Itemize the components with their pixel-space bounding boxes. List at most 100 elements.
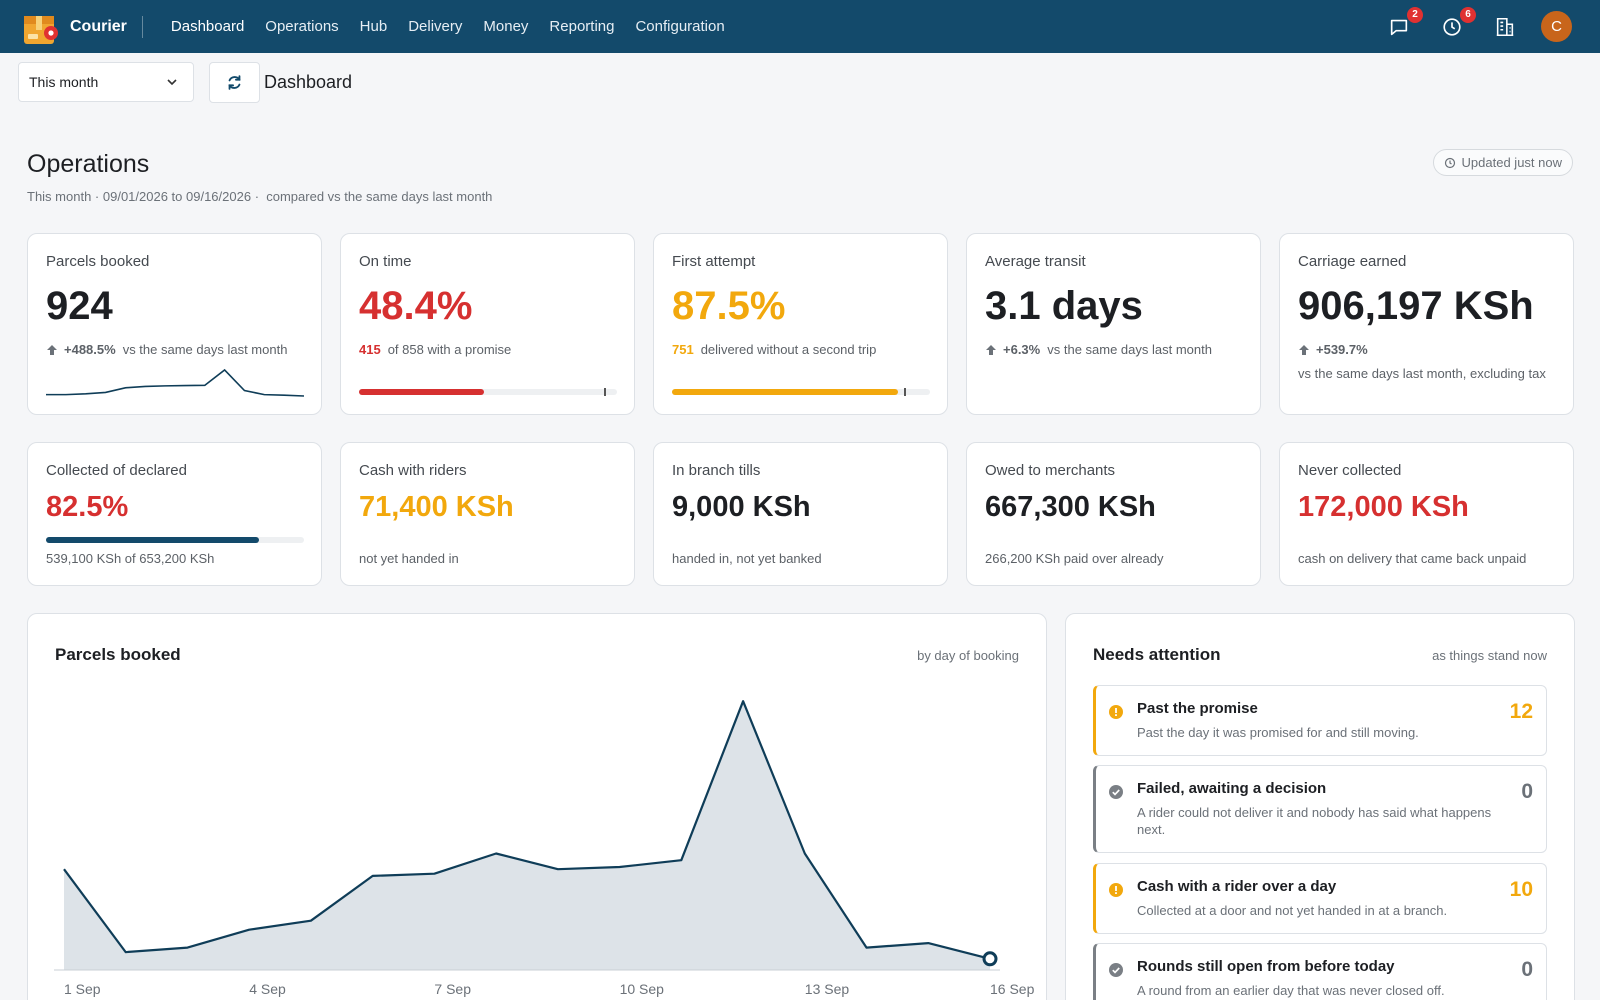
money-collected-of-declared[interactable]: Collected of declared 82.5% 539,100 KSh … [27, 442, 322, 586]
money-label: Owed to merchants [985, 462, 1116, 479]
money-note: handed in, not yet banked [672, 551, 822, 566]
kpi-delta: +539.7% [1316, 342, 1368, 357]
attention-item-title: Cash with a rider over a day [1137, 878, 1337, 895]
kpi-note: delivered without a second trip [700, 342, 877, 357]
kpi-first-attempt[interactable]: First attempt 87.5% 751 delivered withou… [653, 233, 948, 415]
updated-text: Updated just now [1461, 155, 1562, 170]
parcels-chart: 1 Sep 4 Sep 7 Sep 10 Sep 13 Sep 16 Sep [54, 700, 1035, 997]
warning-icon [1109, 883, 1123, 897]
x-tick-label: 7 Sep [434, 981, 471, 997]
kpi-label: First attempt [672, 253, 756, 270]
x-tick-label: 13 Sep [805, 981, 850, 997]
progress-fill [359, 389, 484, 395]
toolbar-title: Dashboard [264, 72, 353, 92]
check-circle-icon [1109, 963, 1123, 977]
arrow-up-icon [47, 344, 57, 355]
check-circle-icon [1109, 785, 1123, 799]
kpi-note: vs the same days last month, excluding t… [1298, 366, 1546, 381]
chat-icon [1390, 19, 1408, 35]
warning-icon [1109, 705, 1123, 719]
attention-item-count: 0 [1521, 780, 1533, 803]
nav-configuration[interactable]: Configuration [635, 18, 725, 35]
parcels-chart-panel: Parcels booked by day of booking 1 Sep 4 … [27, 613, 1047, 1000]
money-note: not yet handed in [359, 551, 459, 566]
messages-button[interactable]: 2 [1387, 6, 1423, 39]
main-nav: Dashboard Operations Hub Delivery Money … [171, 18, 746, 35]
kpi-progress [672, 388, 930, 396]
attention-item-count: 10 [1509, 878, 1533, 901]
kpi-value: 87.5% [672, 284, 786, 328]
progress-target [904, 388, 907, 396]
money-cash-with-riders[interactable]: Cash with riders 71,400 KSh not yet hand… [340, 442, 635, 586]
nav-delivery[interactable]: Delivery [408, 18, 463, 35]
attention-item-cash-with-rider[interactable]: Cash with a rider over a day Collected a… [1093, 863, 1547, 934]
money-note: 266,200 KSh paid over already [985, 551, 1164, 566]
attention-note: as things stand now [1432, 648, 1547, 663]
money-note: cash on delivery that came back unpaid [1298, 551, 1527, 566]
clock-icon [1444, 157, 1455, 168]
nav-dashboard[interactable]: Dashboard [170, 18, 245, 35]
attention-item-failed-awaiting[interactable]: Failed, awaiting a decision A rider coul… [1093, 765, 1547, 853]
money-label: Collected of declared [46, 462, 187, 479]
page-title: Operations [27, 150, 150, 178]
period-select[interactable]: This month [18, 62, 194, 102]
kpi-note: of 858 with a promise [387, 342, 512, 357]
branches-button[interactable] [1493, 15, 1517, 39]
x-tick-label: 16 Sep [990, 981, 1035, 997]
refresh-button[interactable] [209, 62, 260, 103]
history-badge: 6 [1460, 6, 1476, 23]
money-owed-to-merchants[interactable]: Owed to merchants 667,300 KSh 266,200 KS… [966, 442, 1261, 586]
top-bar: Courier Dashboard Operations Hub Deliver… [0, 0, 1600, 53]
attention-item-desc: Collected at a door and not yet handed i… [1137, 903, 1448, 918]
x-tick-label: 1 Sep [64, 981, 101, 997]
money-value: 667,300 KSh [985, 491, 1156, 523]
kpi-value: 48.4% [359, 284, 473, 328]
kpi-value: 924 [46, 284, 113, 328]
user-avatar[interactable]: C [1541, 11, 1572, 42]
period-label: This month [27, 189, 92, 204]
comparison-note: compared vs the same days last month [266, 189, 493, 204]
money-label: Never collected [1298, 462, 1402, 479]
attention-item-open-rounds[interactable]: Rounds still open from before today A ro… [1093, 943, 1547, 1000]
kpi-parcels-booked[interactable]: Parcels booked 924 +488.5% vs the same d… [27, 233, 322, 415]
attention-item-desc: A round from an earlier day that was nev… [1137, 983, 1445, 998]
kpi-average-transit[interactable]: Average transit 3.1 days +6.3% vs the sa… [966, 233, 1261, 415]
building-icon [1496, 17, 1514, 36]
arrow-up-icon [1299, 344, 1309, 355]
history-button[interactable]: 6 [1440, 6, 1476, 39]
money-note: 539,100 KSh of 653,200 KSh [46, 551, 215, 566]
money-in-branch-tills[interactable]: In branch tills 9,000 KSh handed in, not… [653, 442, 948, 586]
page-subtitle: This month · 09/01/2026 to 09/16/2026 · … [27, 189, 493, 204]
money-never-collected[interactable]: Never collected 172,000 KSh cash on deli… [1279, 442, 1574, 586]
refresh-icon [228, 75, 241, 90]
nav-reporting[interactable]: Reporting [549, 18, 615, 35]
x-tick-label: 4 Sep [249, 981, 286, 997]
kpi-value: 906,197 KSh [1298, 284, 1534, 328]
kpi-on-time[interactable]: On time 48.4% 415 of 858 with a promise [340, 233, 635, 415]
sparkline-line [46, 368, 304, 397]
kpi-carriage-earned[interactable]: Carriage earned 906,197 KSh +539.7% vs t… [1279, 233, 1574, 415]
nav-operations[interactable]: Operations [265, 18, 339, 35]
attention-item-desc: A rider could not deliver it and nobody … [1137, 805, 1492, 837]
attention-title: Needs attention [1093, 645, 1221, 664]
kpi-count: 751 [672, 342, 694, 357]
progress-fill [672, 389, 898, 395]
chart-last-point[interactable] [982, 951, 998, 967]
chart-title: Parcels booked [55, 645, 181, 664]
money-value: 82.5% [46, 491, 129, 523]
attention-item-count: 0 [1521, 958, 1533, 981]
attention-item-title: Rounds still open from before today [1137, 958, 1395, 975]
nav-money[interactable]: Money [483, 18, 529, 35]
attention-item-count: 12 [1509, 700, 1533, 723]
kpi-delta-row: +488.5% vs the same days last month [46, 342, 287, 357]
arrow-up-icon [986, 344, 996, 355]
nav-hub[interactable]: Hub [359, 18, 388, 35]
attention-item-past-promise[interactable]: Past the promise Past the day it was pro… [1093, 685, 1547, 756]
chart-area [64, 701, 990, 970]
x-tick-label: 10 Sep [620, 981, 665, 997]
kpi-delta-row: +6.3% vs the same days last month [985, 342, 1212, 357]
brand[interactable]: Courier [22, 8, 127, 46]
brand-divider [141, 15, 143, 38]
kpi-count: 415 [359, 342, 381, 357]
updated-status: Updated just now [1432, 149, 1573, 176]
